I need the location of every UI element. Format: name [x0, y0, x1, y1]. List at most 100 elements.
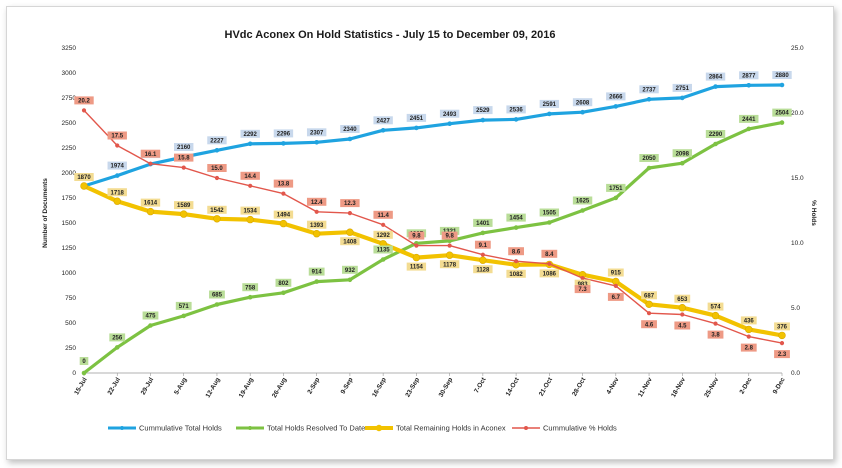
x-tick-15-jul: 15-Jul	[73, 376, 89, 396]
label-bg-total-holds-resolved-to-date-4-nov	[606, 183, 626, 192]
point-cummulative-total-holds-14-oct	[513, 117, 519, 122]
y-tick-2250: 2250	[62, 145, 77, 152]
label-cummulative-total-holds-19-aug: 2292	[244, 132, 258, 138]
label-total-remaining-holds-in-aconex-5-aug: 1589	[177, 203, 191, 209]
y2-tick-15-0: 15.0	[791, 175, 804, 182]
y-tick-250: 250	[65, 345, 76, 352]
x-tick-18-nov: 18-Nov	[670, 376, 687, 399]
point-cummulative-holds-25-nov	[713, 321, 718, 326]
label-bg-total-holds-resolved-to-date-16-sep	[373, 245, 393, 254]
x-tick-9-dec: 9-Dec	[772, 376, 787, 395]
label-bg-cummulative-holds-14-oct	[508, 247, 524, 256]
point-cummulative-total-holds-2-sep	[314, 140, 319, 145]
label-total-holds-resolved-to-date-18-nov: 2098	[676, 151, 690, 157]
label-total-remaining-holds-in-aconex-14-oct: 1082	[509, 272, 523, 278]
x-tick-7-oct: 7-Oct	[473, 376, 488, 395]
label-bg-total-remaining-holds-in-aconex-15-jul	[74, 173, 94, 181]
label-bg-total-remaining-holds-in-aconex-11-nov	[641, 291, 657, 300]
label-total-remaining-holds-in-aconex-23-sep: 1154	[410, 265, 424, 271]
label-bg-total-remaining-holds-in-aconex-22-jul	[107, 188, 127, 197]
point-total-holds-resolved-to-date-22-jul	[114, 345, 120, 350]
y-tick-0: 0	[72, 370, 76, 377]
label-total-remaining-holds-in-aconex-26-aug: 1494	[277, 213, 291, 219]
label-total-remaining-holds-in-aconex-11-nov: 687	[644, 293, 655, 299]
label-bg-cummulative-total-holds-25-nov	[705, 72, 726, 81]
series-line-cummulative-holds	[83, 109, 783, 344]
point-total-holds-resolved-to-date-16-sep	[380, 257, 386, 262]
label-bg-cummulative-total-holds-16-sep	[373, 116, 393, 125]
label-bg-total-holds-resolved-to-date-28-oct	[572, 196, 593, 205]
label-total-holds-resolved-to-date-11-nov: 2050	[642, 156, 656, 162]
point-cummulative-total-holds-26-aug	[281, 141, 286, 146]
label-bg-cummulative-holds-9-dec	[774, 350, 790, 359]
label-cummulative-holds-29-jul: 16.1	[145, 152, 157, 158]
label-bg-total-holds-resolved-to-date-21-oct	[539, 208, 560, 217]
label-bg-cummulative-holds-21-oct	[541, 249, 558, 258]
label-cummulative-holds-9-dec: 2.3	[778, 352, 787, 358]
point-total-remaining-holds-in-aconex-11-nov	[645, 300, 653, 308]
label-bg-cummulative-total-holds-9-sep	[340, 125, 360, 133]
label-bg-cummulative-holds-11-nov	[641, 320, 657, 329]
point-total-remaining-holds-in-aconex-9-dec	[778, 331, 786, 340]
y2-axis-label: % Holds	[810, 200, 817, 226]
x-tick-2-sep: 2-Sep	[306, 376, 321, 395]
point-total-remaining-holds-in-aconex-5-aug	[180, 210, 188, 218]
y2-tick-10-0: 10.0	[791, 240, 804, 247]
label-bg-total-holds-resolved-to-date-30-sep	[439, 226, 460, 235]
label-bg-cummulative-total-holds-9-dec	[772, 71, 792, 79]
point-cummulative-total-holds-9-sep	[347, 136, 353, 142]
label-bg-cummulative-total-holds-4-nov	[606, 92, 626, 101]
label-cummulative-total-holds-21-oct: 2591	[543, 102, 557, 108]
label-total-remaining-holds-in-aconex-9-dec: 376	[777, 325, 788, 331]
series-line-cummulative-total-holds	[83, 83, 783, 188]
legend: Cummulative Total Holds Total Holds Resol…	[108, 424, 617, 433]
y2-tick-20-0: 20.0	[791, 110, 804, 117]
legend-marker-cummulative-total-holds	[120, 426, 124, 430]
label-bg-cummulative-holds-25-nov	[707, 330, 724, 339]
point-cummulative-holds-2-sep	[314, 209, 319, 214]
label-bg-cummulative-holds-7-oct	[474, 240, 491, 249]
x-tick-29-jul: 29-Jul	[140, 376, 156, 396]
data-labels: 1974208921602227229222962307234024272451…	[74, 71, 792, 365]
point-cummulative-total-holds-4-nov	[613, 104, 619, 109]
label-total-remaining-holds-in-aconex-9-sep: 1408	[343, 239, 357, 245]
label-bg-total-holds-resolved-to-date-18-nov	[672, 149, 692, 158]
label-cummulative-holds-18-nov: 4.5	[678, 324, 687, 330]
point-cummulative-holds-12-aug	[214, 175, 220, 181]
point-cummulative-holds-4-nov	[613, 283, 618, 289]
label-bg-total-remaining-holds-in-aconex-5-aug	[174, 201, 194, 210]
x-tick-19-aug: 19-Aug	[238, 376, 255, 399]
label-cummulative-total-holds-23-sep: 2451	[410, 116, 424, 122]
label-bg-total-holds-resolved-to-date-2-sep	[308, 267, 325, 276]
label-bg-cummulative-holds-9-sep	[340, 199, 360, 208]
label-cummulative-total-holds-5-aug: 2160	[177, 145, 191, 151]
label-total-remaining-holds-in-aconex-22-jul: 1718	[111, 190, 125, 196]
point-total-holds-resolved-to-date-18-nov	[679, 160, 685, 166]
point-total-holds-resolved-to-date-19-aug	[247, 294, 253, 300]
label-bg-total-remaining-holds-in-aconex-16-sep	[373, 230, 393, 239]
label-bg-total-remaining-holds-in-aconex-30-sep	[439, 260, 460, 269]
label-bg-total-remaining-holds-in-aconex-2-sep	[306, 220, 327, 229]
x-tick-16-sep: 16-Sep	[371, 376, 388, 398]
y-axis-label: Number of Documents	[42, 178, 49, 248]
point-cummulative-holds-11-nov	[646, 311, 652, 316]
label-bg-total-remaining-holds-in-aconex-9-sep	[340, 237, 360, 246]
point-cummulative-total-holds-2-dec	[746, 83, 752, 88]
label-bg-total-remaining-holds-in-aconex-2-dec	[740, 316, 757, 325]
label-bg-total-remaining-holds-in-aconex-19-aug	[240, 206, 260, 215]
point-total-holds-resolved-to-date-2-sep	[314, 279, 319, 284]
y2-tick-0-0: 0.0	[791, 370, 800, 377]
label-total-remaining-holds-in-aconex-4-nov: 915	[611, 271, 622, 277]
label-cummulative-total-holds-11-nov: 2737	[642, 87, 656, 93]
label-total-remaining-holds-in-aconex-18-nov: 653	[677, 297, 688, 303]
label-bg-cummulative-holds-5-aug	[174, 153, 194, 162]
label-bg-cummulative-holds-12-aug	[207, 164, 227, 172]
label-total-remaining-holds-in-aconex-16-sep: 1292	[376, 233, 390, 239]
label-bg-cummulative-total-holds-2-sep	[306, 128, 327, 137]
point-total-remaining-holds-in-aconex-15-jul	[80, 182, 88, 190]
x-tick-5-aug: 5-Aug	[173, 376, 188, 395]
point-total-remaining-holds-in-aconex-2-dec	[745, 325, 753, 334]
label-bg-total-holds-resolved-to-date-9-sep	[342, 265, 358, 274]
label-bg-cummulative-holds-29-jul	[140, 149, 161, 158]
